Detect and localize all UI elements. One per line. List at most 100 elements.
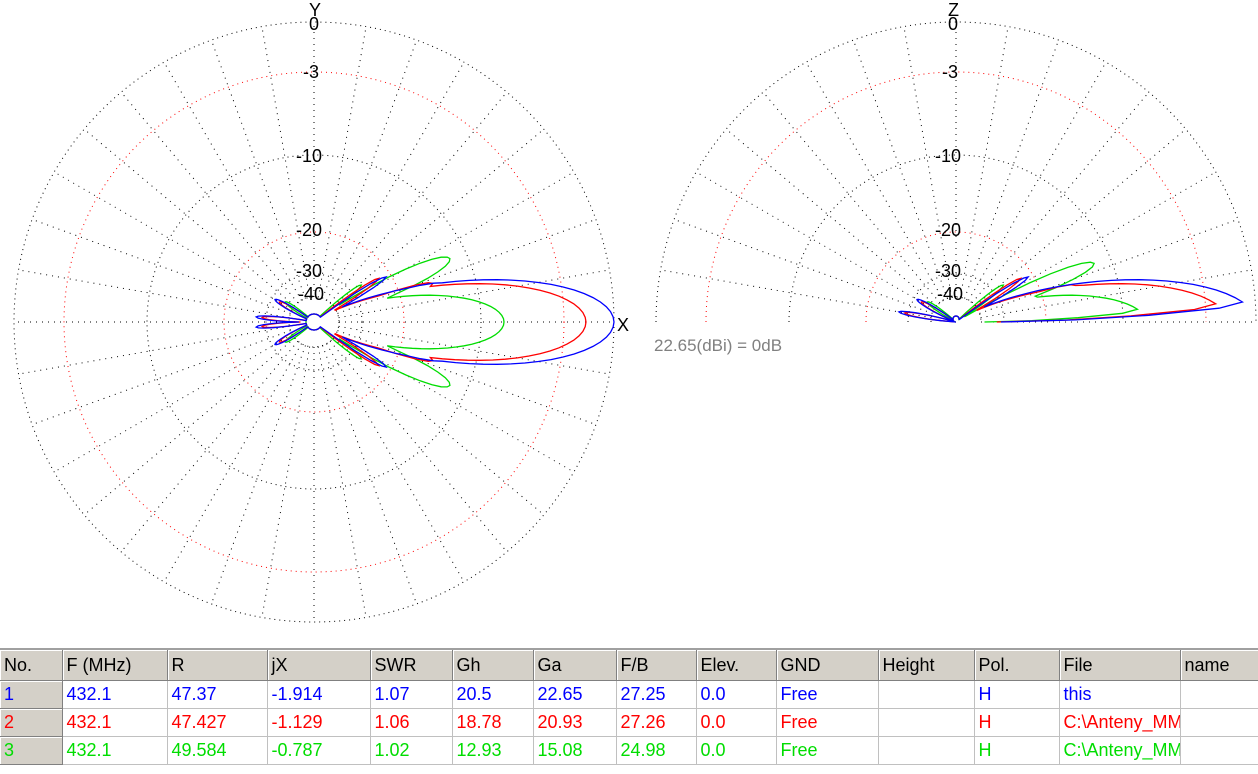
azimuth-ring-label-40: -40 bbox=[298, 284, 324, 304]
cell-file[interactable]: C:\Anteny_MMANA\ bbox=[1059, 708, 1181, 737]
table-row[interactable]: 3 432.1 49.584 -0.787 1.02 12.93 15.08 2… bbox=[0, 736, 1258, 765]
grid-spoke bbox=[322, 345, 418, 605]
grid-spoke bbox=[762, 91, 941, 304]
cell-pol[interactable]: H bbox=[974, 708, 1060, 737]
grid-spoke bbox=[163, 61, 302, 301]
grid-spoke bbox=[53, 171, 293, 310]
elevation-axis-z-label: Z bbox=[948, 0, 959, 20]
cell-swr[interactable]: 1.02 bbox=[370, 736, 453, 765]
grid-spoke bbox=[338, 269, 610, 319]
grid-spoke bbox=[18, 325, 290, 375]
cell-name[interactable] bbox=[1180, 708, 1258, 737]
header-freq[interactable]: F (MHz) bbox=[62, 650, 168, 681]
cell-gnd[interactable]: Free bbox=[776, 736, 879, 765]
elevation-ring-label-40: -40 bbox=[937, 284, 963, 304]
grid-ring bbox=[146, 154, 482, 490]
row-number[interactable]: 3 bbox=[0, 736, 63, 765]
header-swr[interactable]: SWR bbox=[370, 650, 453, 681]
cell-jx[interactable]: -1.914 bbox=[267, 680, 371, 709]
cell-name[interactable] bbox=[1180, 680, 1258, 709]
table-row[interactable]: 2 432.1 47.427 -1.129 1.06 18.78 20.93 2… bbox=[0, 708, 1258, 737]
row-number[interactable]: 1 bbox=[0, 680, 63, 709]
cell-gh[interactable]: 18.78 bbox=[452, 708, 534, 737]
azimuth-ring-label-30: -30 bbox=[296, 261, 322, 281]
header-fb[interactable]: F/B bbox=[616, 650, 697, 681]
elevation-ring-label-20: -20 bbox=[935, 220, 961, 240]
grid-spoke bbox=[673, 218, 933, 314]
elevation-curve-1 bbox=[897, 275, 1245, 323]
cell-fb[interactable]: 27.25 bbox=[616, 680, 697, 709]
cell-swr[interactable]: 1.07 bbox=[370, 680, 453, 709]
grid-ring bbox=[63, 71, 565, 573]
grid-spoke bbox=[805, 61, 944, 301]
cell-elev[interactable]: 0.0 bbox=[696, 708, 777, 737]
header-name[interactable]: name bbox=[1180, 650, 1258, 681]
grid-ring bbox=[907, 273, 1005, 323]
cell-freq[interactable]: 432.1 bbox=[62, 680, 168, 709]
grid-spoke bbox=[660, 269, 932, 319]
cell-name[interactable] bbox=[1180, 736, 1258, 765]
header-jx[interactable]: jX bbox=[267, 650, 371, 681]
cell-r[interactable]: 49.584 bbox=[167, 736, 268, 765]
grid-spoke bbox=[968, 61, 1107, 301]
azimuth-ring-label-3: -3 bbox=[303, 62, 319, 82]
grid-ring bbox=[788, 154, 1124, 323]
grid-spoke bbox=[974, 128, 1187, 307]
cell-ga[interactable]: 15.08 bbox=[533, 736, 617, 765]
cell-ga[interactable]: 22.65 bbox=[533, 680, 617, 709]
cell-jx[interactable]: -1.129 bbox=[267, 708, 371, 737]
cell-r[interactable]: 47.427 bbox=[167, 708, 268, 737]
cell-freq[interactable]: 432.1 bbox=[62, 708, 168, 737]
cell-file[interactable]: this bbox=[1059, 680, 1181, 709]
table-header-row: No. F (MHz) R jX SWR Gh Ga F/B Elev. GND… bbox=[0, 650, 1258, 681]
cell-elev[interactable]: 0.0 bbox=[696, 680, 777, 709]
cell-ga[interactable]: 20.93 bbox=[533, 708, 617, 737]
grid-spoke bbox=[964, 39, 1060, 299]
grid-spoke bbox=[725, 128, 938, 307]
cell-r[interactable]: 47.37 bbox=[167, 680, 268, 709]
cell-gh[interactable]: 12.93 bbox=[452, 736, 534, 765]
header-file[interactable]: File bbox=[1059, 650, 1181, 681]
elevation-ring-label-30: -30 bbox=[935, 261, 961, 281]
results-table-panel: No. F (MHz) R jX SWR Gh Ga F/B Elev. GND… bbox=[0, 648, 1258, 774]
cell-fb[interactable]: 27.26 bbox=[616, 708, 697, 737]
radiation-pattern-plots: Y X 0 -3 -10 -20 -30 -40 Z 0 -3 -10 -20 … bbox=[13, 0, 1257, 623]
grid-spoke bbox=[18, 269, 290, 319]
cell-fb[interactable]: 24.98 bbox=[616, 736, 697, 765]
grid-spoke bbox=[326, 343, 465, 583]
header-ga[interactable]: Ga bbox=[533, 650, 617, 681]
header-elev[interactable]: Elev. bbox=[696, 650, 777, 681]
grid-spoke bbox=[31, 330, 291, 426]
azimuth-curve-1 bbox=[254, 275, 615, 369]
grid-spoke bbox=[317, 26, 367, 298]
grid-spoke bbox=[83, 337, 296, 516]
grid-spoke bbox=[120, 340, 299, 553]
grid-spoke bbox=[120, 91, 299, 304]
header-height[interactable]: Height bbox=[878, 650, 975, 681]
cell-gnd[interactable]: Free bbox=[776, 708, 879, 737]
grid-ring bbox=[265, 273, 363, 371]
cell-pol[interactable]: H bbox=[974, 680, 1060, 709]
cell-height[interactable] bbox=[878, 680, 975, 709]
row-number[interactable]: 2 bbox=[0, 708, 63, 737]
cell-file[interactable]: C:\Anteny_MMANA\ bbox=[1059, 736, 1181, 765]
header-r[interactable]: R bbox=[167, 650, 268, 681]
grid-spoke bbox=[338, 325, 610, 375]
header-pol[interactable]: Pol. bbox=[974, 650, 1060, 681]
cell-height[interactable] bbox=[878, 736, 975, 765]
header-gnd[interactable]: GND bbox=[776, 650, 879, 681]
cell-swr[interactable]: 1.06 bbox=[370, 708, 453, 737]
cell-jx[interactable]: -0.787 bbox=[267, 736, 371, 765]
header-gh[interactable]: Gh bbox=[452, 650, 534, 681]
grid-spoke bbox=[971, 91, 1150, 304]
cell-freq[interactable]: 432.1 bbox=[62, 736, 168, 765]
header-no[interactable]: No. bbox=[0, 650, 63, 681]
cell-height[interactable] bbox=[878, 708, 975, 737]
cell-gnd[interactable]: Free bbox=[776, 680, 879, 709]
grid-ring bbox=[13, 21, 615, 623]
cell-elev[interactable]: 0.0 bbox=[696, 736, 777, 765]
cell-pol[interactable]: H bbox=[974, 736, 1060, 765]
azimuth-ring-label-20: -20 bbox=[296, 220, 322, 240]
cell-gh[interactable]: 20.5 bbox=[452, 680, 534, 709]
table-row[interactable]: 1 432.1 47.37 -1.914 1.07 20.5 22.65 27.… bbox=[0, 680, 1258, 709]
